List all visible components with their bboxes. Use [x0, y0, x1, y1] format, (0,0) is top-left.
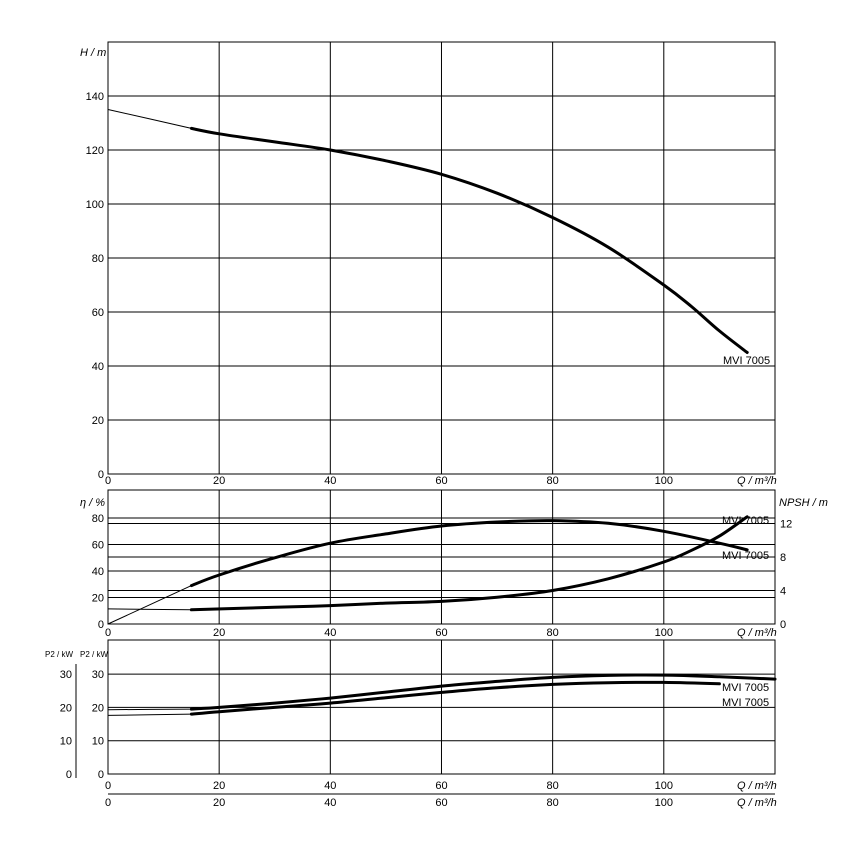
head-x-tick-60: 60	[435, 475, 447, 487]
efficiency-x-axis-label: Q / m³/h	[737, 627, 777, 639]
power-outer-y-tick-0: 0	[66, 769, 72, 781]
power-curve-2	[189, 680, 721, 716]
head-curve-tail	[691, 306, 748, 353]
bottom-x-tick-60: 60	[435, 797, 447, 809]
power-x-tick-0: 0	[105, 780, 111, 792]
eff-y-tick-20: 20	[92, 593, 104, 605]
power-outer-y-tick-30: 30	[60, 669, 72, 681]
power-outer-y-tick-20: 20	[60, 702, 72, 714]
efficiency-curve	[189, 519, 749, 588]
npsh-axis-label: NPSH / m	[779, 497, 828, 509]
power-curve-1	[189, 673, 777, 711]
power-curve-1-tail	[719, 676, 776, 680]
head-axis-label: H / m	[80, 47, 106, 59]
head-series-label: MVI 7005	[723, 355, 770, 367]
power-y-tick-0: 0	[98, 769, 104, 781]
bottom-x-tick-40: 40	[324, 797, 336, 809]
power-y-tick-30: 30	[92, 669, 104, 681]
power-outer-y-tick-10: 10	[60, 736, 72, 748]
power-series-2-label: MVI 7005	[722, 697, 769, 709]
power-x-axis-label: Q / m³/h	[737, 780, 777, 792]
eff-y-tick-0: 0	[98, 619, 104, 631]
power-x-tick-60: 60	[435, 780, 447, 792]
efficiency-curve-thin-segment	[107, 585, 192, 625]
bottom-x-tick-0: 0	[105, 797, 111, 809]
power-outer-axis-label: P2 / kW	[45, 650, 73, 659]
power-inner-axis-label: P2 / kW	[80, 650, 108, 659]
head-curve	[189, 126, 749, 354]
head-y-tick-140: 140	[86, 91, 104, 103]
head-y-tick-120: 120	[86, 145, 104, 157]
power-y-tick-10: 10	[92, 736, 104, 748]
npsh-curve-tail	[691, 516, 748, 551]
head-y-tick-80: 80	[92, 253, 104, 265]
eff-y-tick-40: 40	[92, 566, 104, 578]
head-x-tick-80: 80	[547, 475, 559, 487]
bottom-x-tick-20: 20	[213, 797, 225, 809]
head-y-tick-60: 60	[92, 307, 104, 319]
power-curve-2-thin-segment	[107, 713, 192, 716]
power-series-1-label: MVI 7005	[722, 682, 769, 694]
bottom-x-tick-100: 100	[655, 797, 673, 809]
head-y-tick-20: 20	[92, 415, 104, 427]
npsh-y-tick-0: 0	[780, 619, 786, 631]
head-y-tick-100: 100	[86, 199, 104, 211]
head-y-tick-0: 0	[98, 469, 104, 481]
head-x-tick-0: 0	[105, 475, 111, 487]
efficiency-curve-tail	[719, 542, 748, 551]
bottom-x-axis-label: Q / m³/h	[737, 797, 777, 809]
power-y-tick-20: 20	[92, 702, 104, 714]
head-x-tick-20: 20	[213, 475, 225, 487]
eff-y-tick-80: 80	[92, 513, 104, 525]
eff-x-tick-100: 100	[655, 627, 673, 639]
npsh-y-tick-4: 4	[780, 586, 786, 598]
power-x-tick-100: 100	[655, 780, 673, 792]
efficiency-axis-label: η / %	[80, 497, 105, 509]
head-curve-thin-segment	[107, 109, 192, 129]
power-x-tick-20: 20	[213, 780, 225, 792]
power-x-tick-80: 80	[547, 780, 559, 792]
npsh-y-tick-12: 12	[780, 519, 792, 531]
bottom-x-tick-80: 80	[547, 797, 559, 809]
eff-y-tick-60: 60	[92, 540, 104, 552]
npsh-curve-thin-segment	[107, 608, 192, 611]
head-y-tick-40: 40	[92, 361, 104, 373]
efficiency-series-label: MVI 7005	[722, 550, 769, 562]
head-x-tick-100: 100	[655, 475, 673, 487]
head-x-tick-40: 40	[324, 475, 336, 487]
power-curve-1-thin-segment	[107, 708, 192, 711]
eff-x-tick-20: 20	[213, 627, 225, 639]
eff-x-tick-0: 0	[105, 627, 111, 639]
npsh-y-tick-8: 8	[780, 552, 786, 564]
power-x-tick-40: 40	[324, 780, 336, 792]
eff-x-tick-60: 60	[435, 627, 447, 639]
head-x-axis-label: Q / m³/h	[737, 475, 777, 487]
eff-x-tick-80: 80	[547, 627, 559, 639]
eff-x-tick-40: 40	[324, 627, 336, 639]
